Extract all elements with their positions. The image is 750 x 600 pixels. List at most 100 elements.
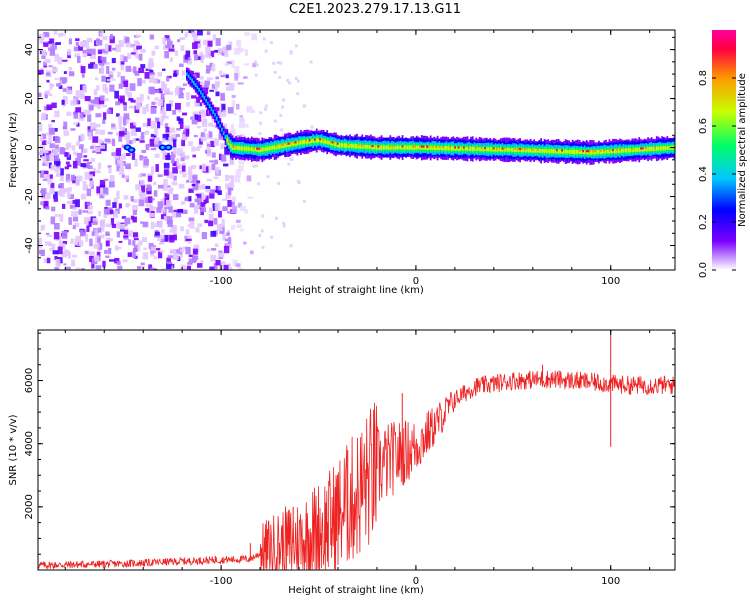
spectrogram-cell [281, 105, 285, 109]
ridge-cell [477, 147, 479, 152]
spectrogram-cell [89, 122, 96, 126]
spectrogram-cell [73, 151, 77, 156]
spectrogram-cell [270, 235, 274, 239]
ridge-cell [568, 150, 571, 154]
spectrogram-cell [173, 253, 179, 260]
spectrogram-cell [134, 138, 140, 141]
spectrogram-cell [210, 230, 216, 237]
spectrogram-cell [114, 245, 119, 251]
ridge-cell [454, 146, 457, 151]
spectrogram-cell [116, 113, 120, 117]
spectrogram-cell [235, 219, 241, 223]
spectrogram-cell [179, 87, 185, 90]
x-tick-label: -100 [210, 576, 233, 587]
ridge-cell [368, 145, 371, 149]
spectrogram-cell [122, 79, 129, 82]
ridge-peak [513, 147, 517, 151]
ridge-cell [561, 149, 564, 154]
spectrogram-cell [68, 194, 75, 200]
ridge-cell [259, 147, 262, 153]
spectrogram-cell [54, 255, 58, 260]
ridge-cell [340, 143, 343, 148]
spectrogram-cell [72, 254, 78, 258]
spectrogram-cell [99, 190, 105, 197]
ridge-cell [562, 149, 565, 154]
spectrogram-cell [276, 61, 280, 65]
spectrogram-cell [227, 199, 232, 207]
ridge-peak [370, 144, 373, 148]
spectrogram-cell [223, 264, 229, 270]
spectrogram-cell [218, 210, 222, 218]
ridge-cell [627, 148, 630, 153]
spectrogram-cell [217, 110, 222, 116]
spectrogram-cell [63, 121, 68, 130]
spectrogram-cell [184, 155, 190, 160]
spectrogram-cell [53, 30, 58, 35]
spectrogram-cell [89, 106, 94, 110]
spectrogram-cell [214, 82, 220, 88]
spectrogram-cell [54, 158, 60, 167]
spectrogram-cell [201, 232, 207, 240]
spectrogram-cell [171, 181, 178, 186]
spectrogram-cell [213, 176, 219, 180]
spectrogram-cell [107, 131, 113, 135]
ridge-cell [317, 138, 320, 143]
spectrogram-cell [86, 37, 93, 43]
spectrogram-cell [79, 229, 84, 237]
spectrogram-cell [148, 264, 153, 270]
spectrogram-cell [96, 186, 101, 194]
spectrogram-cell [153, 89, 160, 94]
spectrogram-cell [108, 247, 112, 255]
spectrogram-blob [129, 148, 134, 152]
spectrogram-cell [118, 240, 123, 243]
spectrogram-cell [46, 257, 51, 264]
ridge-cell [526, 148, 528, 153]
spectrogram-cell [209, 160, 215, 163]
ridge-cell [654, 146, 656, 151]
spectrogram-cell [156, 207, 162, 213]
spectrogram-cell [214, 202, 221, 211]
spectrogram-cell [162, 183, 168, 191]
spectrogram-cell [210, 254, 217, 262]
ridge-cell [389, 145, 392, 150]
spectrogram-cell [46, 174, 53, 183]
spectrogram-cell [188, 70, 195, 75]
spectrogram-cell [140, 131, 145, 140]
ridge-cell [201, 93, 204, 98]
ridge-cell [198, 87, 201, 92]
ridge-cell [250, 147, 253, 152]
spectrogram-cell [98, 210, 102, 217]
spectrogram-cell [123, 113, 130, 120]
spectrogram-cell [76, 242, 81, 247]
spectrogram-cell [141, 149, 147, 153]
ridge-cell [480, 147, 483, 152]
spectrogram-cell [203, 199, 207, 205]
spectrogram-cell [129, 83, 136, 91]
spectrogram-cell [42, 162, 48, 167]
spectrogram-cell [161, 229, 165, 234]
spectrogram-cell [310, 125, 314, 129]
ridge-cell [228, 140, 230, 146]
ridge-peak [426, 145, 429, 148]
ridge-peak [412, 145, 415, 148]
spectrogram-cell [45, 192, 51, 200]
spectrogram-cell [238, 158, 245, 165]
spectrogram-cell [186, 235, 192, 240]
spectrogram-cell [218, 48, 224, 55]
spectrogram-cell [238, 165, 244, 172]
spectrogram-cell [51, 119, 55, 123]
spectrogram-cell [82, 184, 89, 191]
spectrogram-cell [116, 147, 122, 156]
ridge-cell [219, 124, 222, 128]
ridge-cell [475, 147, 478, 151]
spectrogram-cell [90, 99, 96, 104]
spectrogram-cell [84, 96, 91, 102]
spectrogram-cell [176, 212, 182, 218]
spectrogram-cell [231, 196, 236, 202]
spectrogram-cell [94, 123, 101, 128]
ridge-cell [335, 142, 337, 147]
spectrogram-cell [231, 60, 235, 68]
ridge-peak [449, 146, 452, 149]
ridge-peak [463, 146, 466, 149]
spectrogram-cell [90, 123, 97, 129]
